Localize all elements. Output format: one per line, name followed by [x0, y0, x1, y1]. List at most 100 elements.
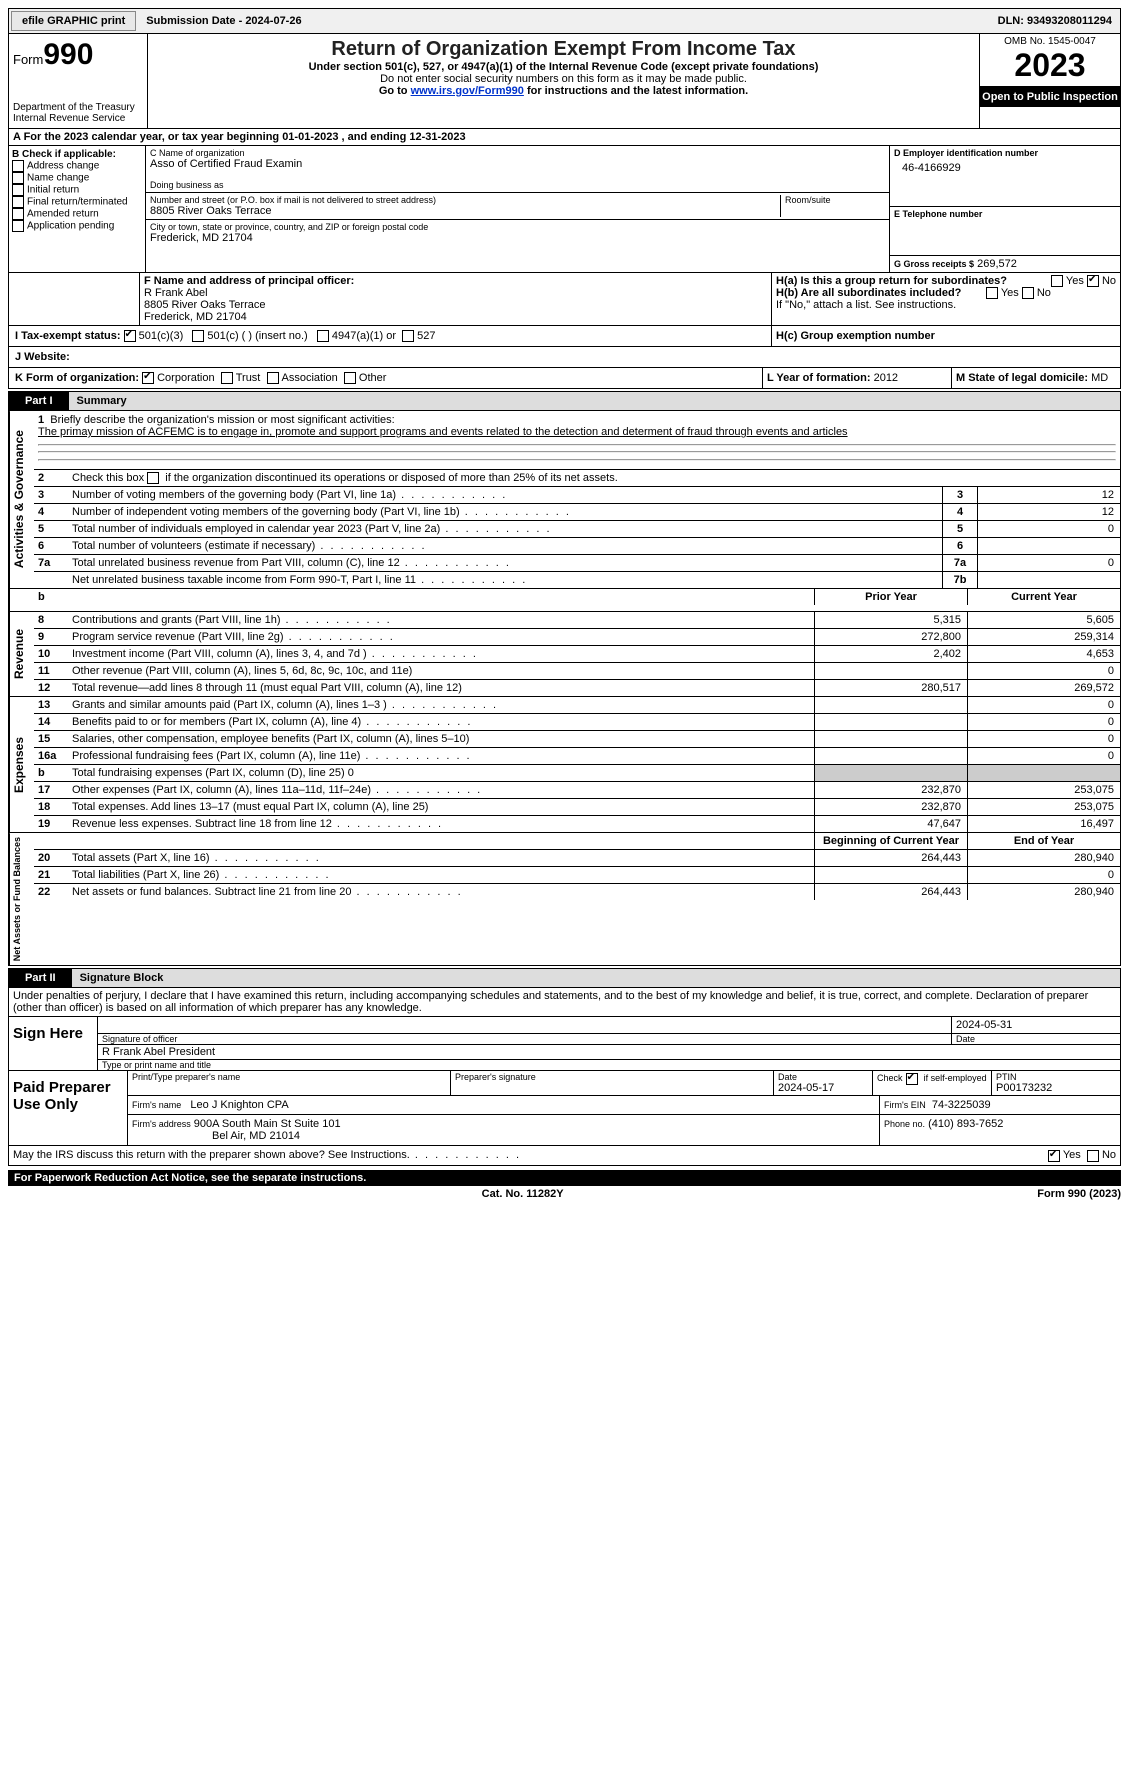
l6: Total number of volunteers (estimate if …	[68, 538, 942, 554]
chk-self-employed[interactable]	[906, 1073, 918, 1085]
l8p: 5,315	[814, 612, 967, 628]
l19p: 47,647	[814, 816, 967, 832]
l22: Net assets or fund balances. Subtract li…	[68, 884, 814, 900]
ha-line: H(a) Is this a group return for subordin…	[776, 275, 1116, 287]
l14c: 0	[967, 714, 1120, 730]
l11: Other revenue (Part VIII, column (A), li…	[68, 663, 814, 679]
chk-trust[interactable]	[221, 372, 233, 384]
subtitle-2: Do not enter social security numbers on …	[152, 73, 975, 85]
l20b: 264,443	[814, 850, 967, 866]
chk-address-change[interactable]: Address change	[12, 160, 142, 172]
l7a: Total unrelated business revenue from Pa…	[68, 555, 942, 571]
chk-name-change[interactable]: Name change	[12, 172, 142, 184]
chk-final-return[interactable]: Final return/terminated	[12, 196, 142, 208]
identity-block: B Check if applicable: Address change Na…	[8, 146, 1121, 273]
paid-preparer-block: Paid Preparer Use Only Print/Type prepar…	[8, 1071, 1121, 1146]
open-inspection: Open to Public Inspection	[980, 87, 1120, 107]
cat-no: Cat. No. 11282Y	[482, 1188, 564, 1200]
l8c: 5,605	[967, 612, 1120, 628]
expenses-section: Expenses 13Grants and similar amounts pa…	[8, 697, 1121, 833]
chk-corporation[interactable]	[142, 372, 154, 384]
chk-discontinued[interactable]	[147, 472, 159, 484]
dln: DLN: 93493208011294	[990, 12, 1120, 30]
l12c: 269,572	[967, 680, 1120, 696]
col-prior: Prior Year	[814, 589, 967, 605]
chk-501c3[interactable]	[124, 330, 136, 342]
officer-street: 8805 River Oaks Terrace	[144, 299, 767, 311]
l4v: 12	[977, 504, 1120, 520]
l12: Total revenue—add lines 8 through 11 (mu…	[68, 680, 814, 696]
room-label: Room/suite	[785, 195, 885, 205]
l21e: 0	[967, 867, 1120, 883]
chk-discuss-yes[interactable]	[1048, 1150, 1060, 1162]
chk-501c[interactable]	[192, 330, 204, 342]
ptin-label: PTIN	[996, 1072, 1116, 1082]
l14: Benefits paid to or for members (Part IX…	[68, 714, 814, 730]
pra-notice: For Paperwork Reduction Act Notice, see …	[8, 1170, 1121, 1186]
l6v	[977, 538, 1120, 554]
col-b: B Check if applicable: Address change Na…	[9, 146, 146, 272]
submission-date: Submission Date - 2024-07-26	[138, 12, 989, 30]
chk-initial-return[interactable]: Initial return	[12, 184, 142, 196]
sig-date: 2024-05-31	[951, 1017, 1120, 1033]
e-phone-label: E Telephone number	[894, 209, 1116, 219]
activities-governance: Activities & Governance 1 Briefly descri…	[8, 411, 1121, 589]
officer-name-title: R Frank Abel President	[98, 1045, 1120, 1060]
part-i-title: Summary	[69, 392, 1120, 410]
chk-4947[interactable]	[317, 330, 329, 342]
l16a: Professional fundraising fees (Part IX, …	[68, 748, 814, 764]
form-title: Return of Organization Exempt From Incom…	[152, 38, 975, 61]
chk-discuss-no[interactable]	[1087, 1150, 1099, 1162]
declaration: Under penalties of perjury, I declare th…	[8, 988, 1121, 1017]
dba-label: Doing business as	[150, 180, 885, 190]
col-begin: Beginning of Current Year	[814, 833, 967, 849]
prep-date-label: Date	[778, 1072, 868, 1082]
chk-527[interactable]	[402, 330, 414, 342]
calendar-year-line: A For the 2023 calendar year, or tax yea…	[8, 129, 1121, 146]
b-header: B Check if applicable:	[12, 149, 142, 160]
chk-other[interactable]	[344, 372, 356, 384]
l3v: 12	[977, 487, 1120, 503]
chk-amended-return[interactable]: Amended return	[12, 208, 142, 220]
l15c: 0	[967, 731, 1120, 747]
subtitle-3: Go to www.irs.gov/Form990 for instructio…	[152, 85, 975, 97]
chk-association[interactable]	[267, 372, 279, 384]
l13: Grants and similar amounts paid (Part IX…	[68, 697, 814, 713]
form-footer: Form 990 (2023)	[1037, 1188, 1121, 1200]
irs-link[interactable]: www.irs.gov/Form990	[411, 85, 524, 97]
paid-preparer-label: Paid Preparer Use Only	[9, 1071, 128, 1145]
hc-line: H(c) Group exemption number	[772, 326, 1120, 346]
prep-sig-label: Preparer's signature	[455, 1072, 769, 1082]
l16ac: 0	[967, 748, 1120, 764]
form-header: Form990 Department of the Treasury Inter…	[8, 34, 1121, 129]
org-name: Asso of Certified Fraud Examin	[150, 158, 885, 170]
officer-name: R Frank Abel	[144, 287, 767, 299]
d-ein-label: D Employer identification number	[894, 148, 1116, 158]
prep-date: 2024-05-17	[778, 1082, 868, 1094]
chk-application-pending[interactable]: Application pending	[12, 220, 142, 232]
sig-officer-label: Signature of officer	[98, 1034, 951, 1044]
city-label: City or town, state or province, country…	[150, 222, 885, 232]
l10: Investment income (Part VIII, column (A)…	[68, 646, 814, 662]
side-label-expenses: Expenses	[9, 697, 34, 832]
l11c: 0	[967, 663, 1120, 679]
part-i-tab: Part I	[9, 392, 69, 410]
top-bar: efile GRAPHIC print Submission Date - 20…	[8, 8, 1121, 34]
efile-button[interactable]: efile GRAPHIC print	[11, 11, 136, 31]
l10p: 2,402	[814, 646, 967, 662]
gross-receipts: 269,572	[977, 258, 1017, 270]
l15: Salaries, other compensation, employee b…	[68, 731, 814, 747]
l5: Total number of individuals employed in …	[68, 521, 942, 537]
l13p	[814, 697, 967, 713]
f-label: F Name and address of principal officer:	[144, 275, 767, 287]
discuss-row: May the IRS discuss this return with the…	[8, 1146, 1121, 1165]
l1-label: Briefly describe the organization's miss…	[50, 414, 394, 426]
l9: Program service revenue (Part VIII, line…	[68, 629, 814, 645]
l18: Total expenses. Add lines 13–17 (must eq…	[68, 799, 814, 815]
hb-note: If "No," attach a list. See instructions…	[776, 299, 1116, 311]
street-value: 8805 River Oaks Terrace	[150, 205, 776, 217]
l19c: 16,497	[967, 816, 1120, 832]
l7b: Net unrelated business taxable income fr…	[68, 572, 942, 588]
l1-text: The primay mission of ACFEMC is to engag…	[38, 426, 848, 438]
subtitle-1: Under section 501(c), 527, or 4947(a)(1)…	[152, 61, 975, 73]
